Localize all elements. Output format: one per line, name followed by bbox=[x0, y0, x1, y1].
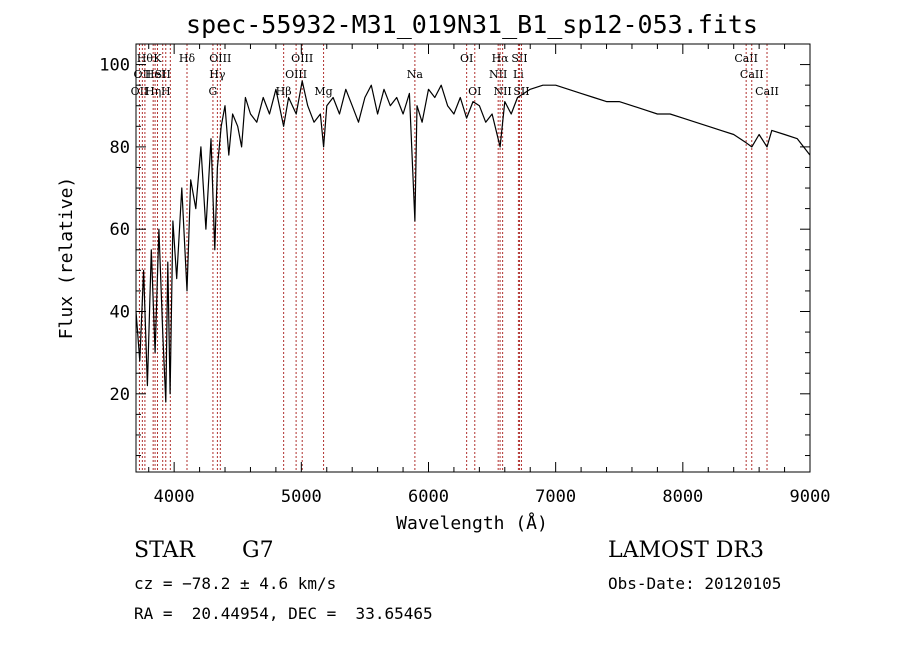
redshift-text: cz = −78.2 ± 4.6 km/s bbox=[134, 574, 337, 593]
line-label: OI bbox=[460, 52, 473, 65]
line-label: G bbox=[209, 85, 218, 98]
line-label: OII bbox=[133, 68, 151, 81]
plot-frame bbox=[135, 43, 811, 473]
line-label: CaII bbox=[734, 52, 758, 65]
x-tick-label: 9000 bbox=[790, 487, 831, 507]
line-label: SII bbox=[511, 52, 527, 65]
line-label: NII bbox=[489, 68, 507, 81]
coordinates-text: RA = 20.44954, DEC = 33.65465 bbox=[134, 604, 433, 623]
spectrum-line bbox=[135, 80, 811, 403]
y-tick-label: 100 bbox=[99, 56, 130, 76]
line-label: SII bbox=[155, 68, 171, 81]
x-tick-label: 7000 bbox=[535, 487, 576, 507]
line-label: Hδ bbox=[179, 52, 196, 65]
line-label: Na bbox=[407, 68, 424, 81]
line-label: CaII bbox=[755, 85, 779, 98]
line-label: K bbox=[153, 52, 162, 65]
y-tick-label: 80 bbox=[110, 138, 130, 158]
survey-name: LAMOST DR3 bbox=[608, 538, 764, 563]
line-label: OIII bbox=[209, 52, 231, 65]
line-label: OII bbox=[131, 85, 149, 98]
line-label: CaII bbox=[740, 68, 764, 81]
line-label: SII bbox=[513, 85, 529, 98]
line-label: Hα bbox=[492, 52, 510, 65]
obs-date-text: Obs-Date: 20120105 bbox=[608, 574, 782, 593]
y-tick-label: 60 bbox=[110, 220, 130, 240]
line-label: OIII bbox=[291, 52, 313, 65]
x-tick-label: 6000 bbox=[408, 487, 449, 507]
x-tick-label: 8000 bbox=[662, 487, 703, 507]
line-label: Mg bbox=[314, 85, 332, 98]
line-label: NII bbox=[493, 85, 511, 98]
line-label: OI bbox=[468, 85, 481, 98]
x-tick-label: 4000 bbox=[154, 487, 195, 507]
line-label: Hβ bbox=[276, 85, 292, 98]
object-subclass: G7 bbox=[242, 538, 274, 563]
y-tick-label: 20 bbox=[110, 385, 130, 405]
line-label: Hη bbox=[145, 85, 161, 98]
line-label: H bbox=[161, 85, 171, 98]
line-label: Li bbox=[513, 68, 524, 81]
object-class: STAR bbox=[134, 538, 195, 563]
line-label: Hγ bbox=[209, 68, 226, 81]
x-tick-label: 5000 bbox=[281, 487, 322, 507]
line-label: HeI bbox=[145, 68, 165, 81]
y-tick-label: 40 bbox=[110, 303, 130, 323]
chart-title: spec-55932-M31_019N31_B1_sp12-053.fits bbox=[186, 10, 758, 39]
line-label: OIII bbox=[285, 68, 307, 81]
line-label: Hθ bbox=[137, 52, 154, 65]
x-axis-label: Wavelength (Å) bbox=[396, 512, 548, 534]
y-axis-label: Flux (relative) bbox=[56, 177, 77, 340]
